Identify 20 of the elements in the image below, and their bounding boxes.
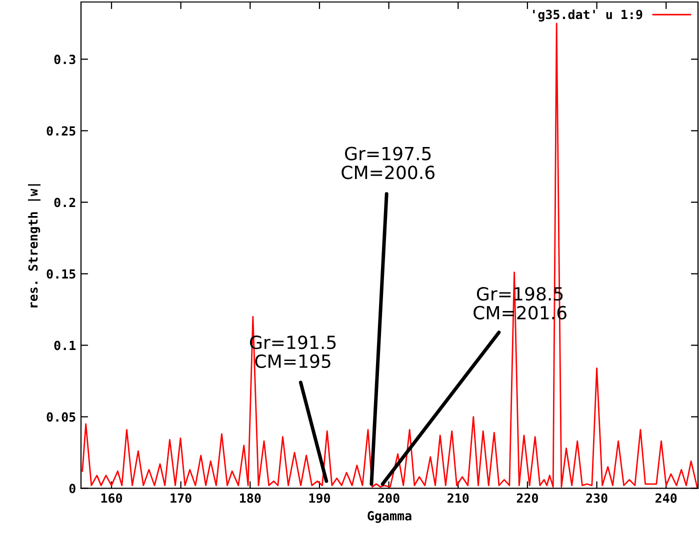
x-tick-label: 220 — [516, 493, 538, 503]
x-tick-label: 180 — [240, 493, 261, 503]
x-axis-title: Ggamma — [368, 511, 412, 523]
x-tick-label: 230 — [586, 493, 608, 503]
x-tick-label: 210 — [448, 493, 469, 503]
y-axis-title: res. Strength |w| — [28, 184, 40, 308]
x-tick-label: 240 — [656, 493, 677, 503]
y-tick-label: 0.05 — [46, 412, 76, 422]
y-tick-label: 0.3 — [54, 54, 76, 64]
x-tick-label: 200 — [378, 493, 400, 503]
x-tick-label: 160 — [101, 493, 122, 503]
x-tick-label: 190 — [309, 493, 330, 503]
y-tick-label: 0.15 — [46, 269, 76, 279]
annotation: Gr=197.5 CM=200.6 — [342, 146, 435, 180]
y-tick-label: 0.2 — [54, 198, 76, 208]
legend-label: 'g35.dat' u 1:9 — [533, 10, 642, 22]
x-tick-label: 170 — [170, 493, 192, 503]
y-tick-label: 0 — [69, 484, 76, 494]
y-tick-label: 0.1 — [54, 340, 76, 350]
y-tick-label: 0.25 — [46, 126, 76, 136]
